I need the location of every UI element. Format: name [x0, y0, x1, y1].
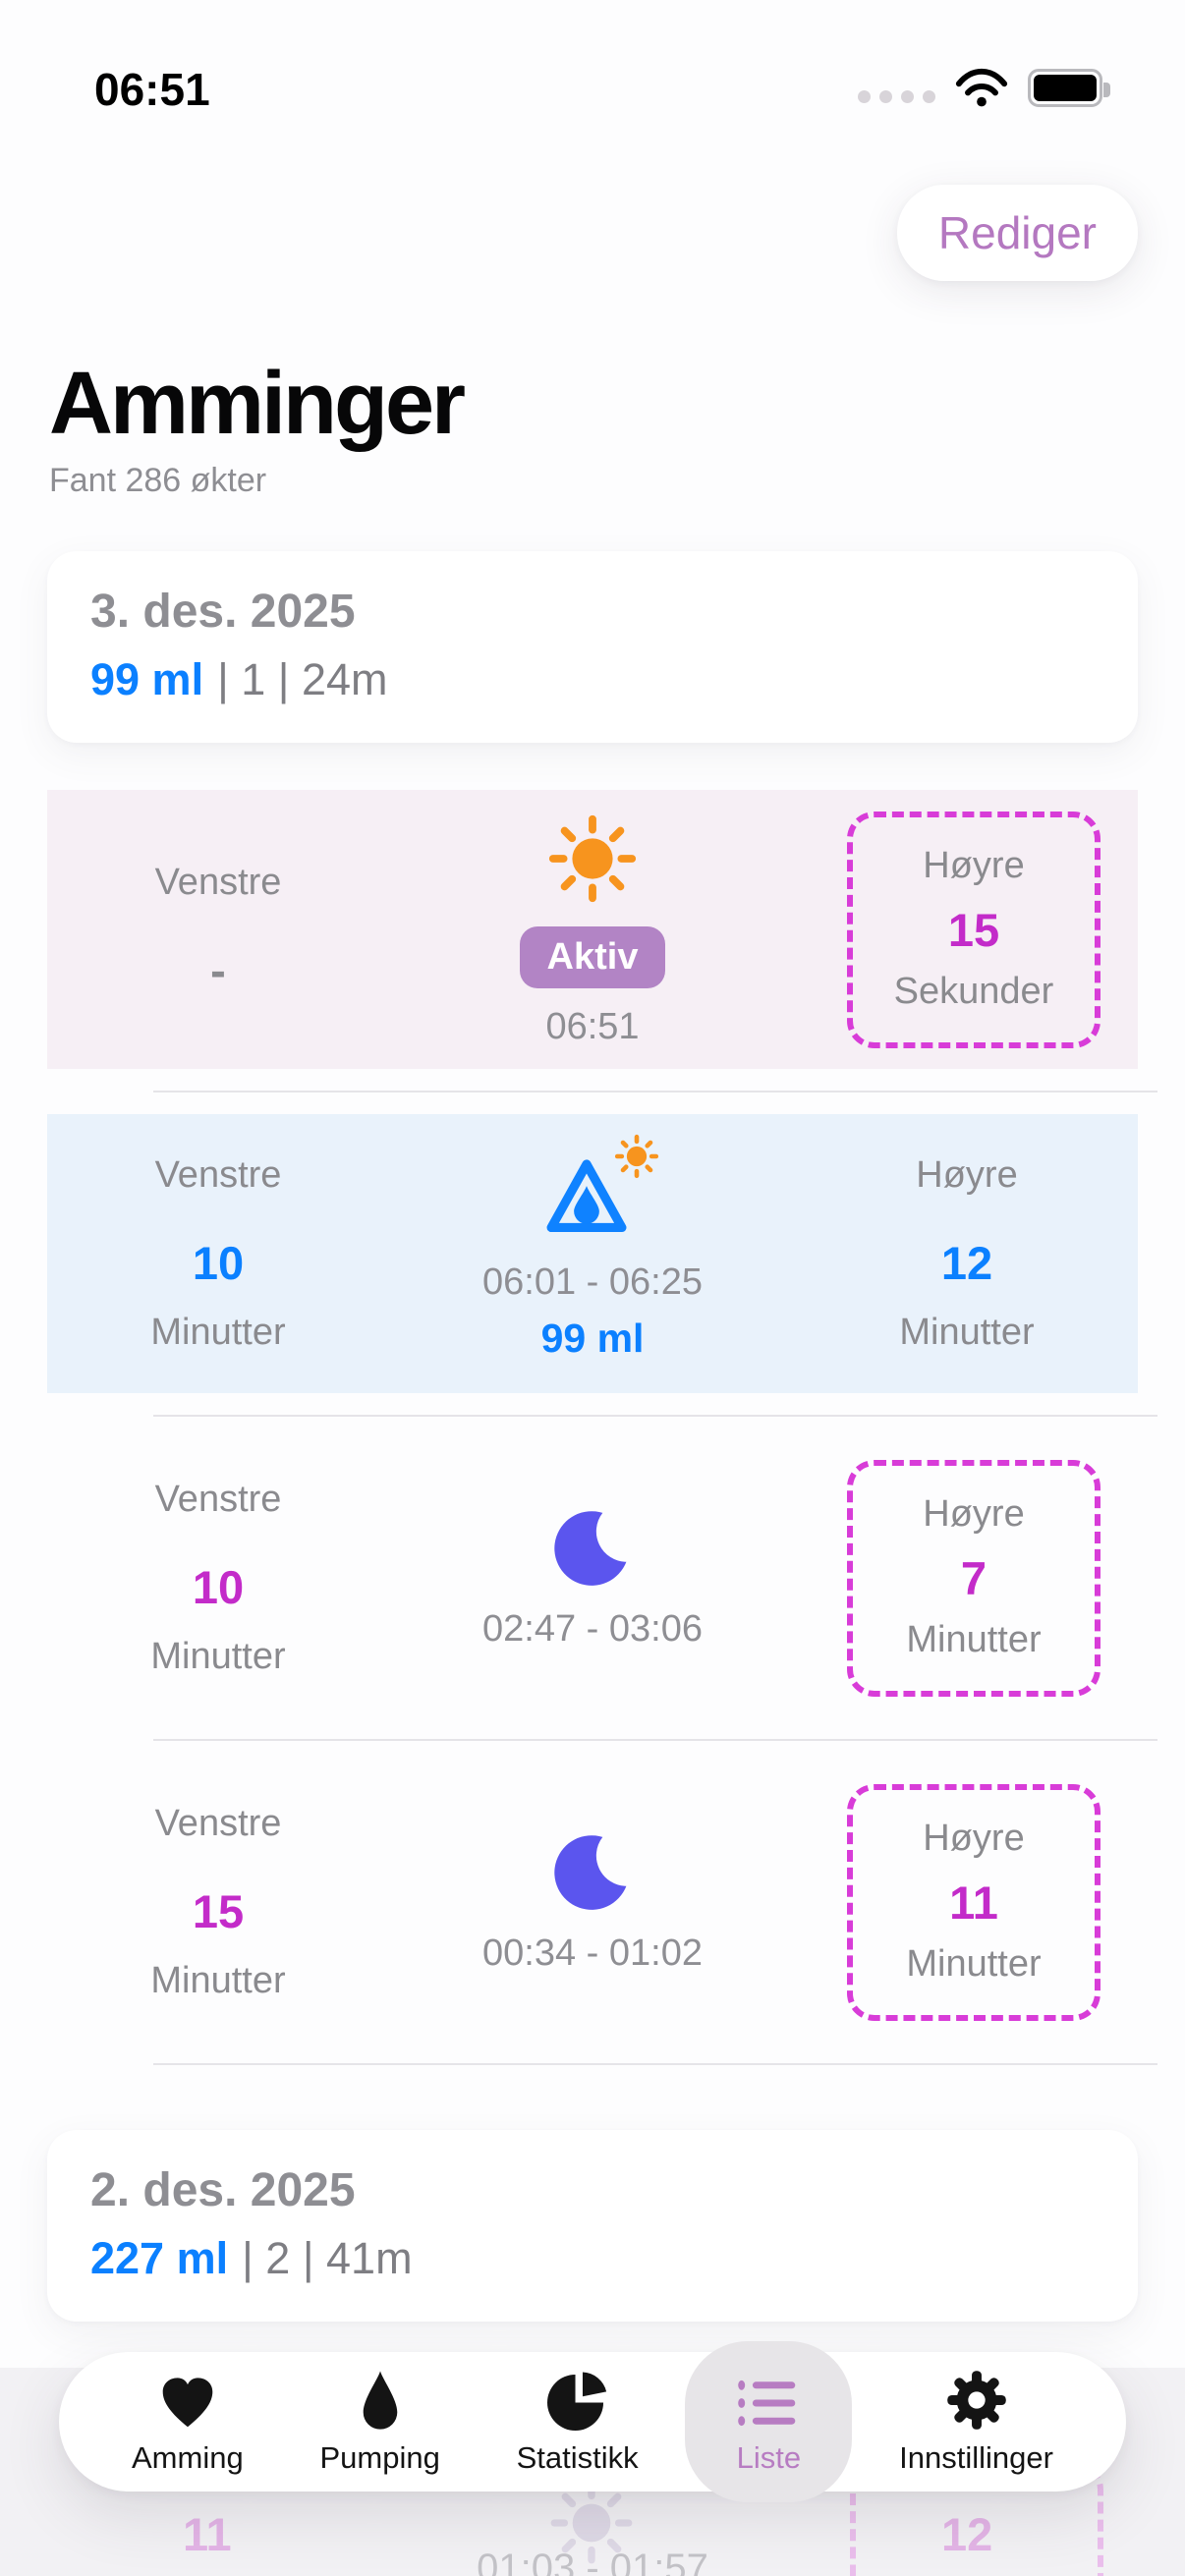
edit-button[interactable]: Rediger: [896, 185, 1138, 281]
session-center: 06:01 - 06:25 99 ml: [389, 1134, 796, 1362]
side-unit: Minutter: [906, 1942, 1042, 1985]
tab-label: Pumping: [319, 2440, 440, 2475]
tab-label: Innstillinger: [899, 2440, 1053, 2475]
session-left-side: Venstre 10 Minutter: [47, 1479, 389, 1678]
gear-icon: [946, 2368, 1007, 2431]
tab-pumping[interactable]: Pumping: [290, 2348, 469, 2495]
wifi-icon: [955, 67, 1008, 108]
row-divider: [153, 1091, 1157, 1092]
session-center: 00:34 - 01:02: [389, 1830, 796, 1975]
session-row-night[interactable]: Venstre 10 Minutter 02:47 - 03:06 Høyre …: [47, 1438, 1138, 1717]
row-divider: [153, 1415, 1157, 1417]
day-count-duration: | 1 | 24m: [217, 654, 388, 704]
side-label: Høyre: [916, 1153, 1018, 1196]
active-side-box: Høyre 15 Sekunder: [847, 811, 1100, 1048]
tab-label: Liste: [736, 2440, 802, 2475]
session-left-side: Venstre 10 Minutter: [47, 1154, 389, 1354]
page-title: Amminger: [49, 355, 466, 453]
tab-innstillinger[interactable]: Innstillinger: [870, 2348, 1083, 2495]
side-unit: Minutter: [906, 1618, 1042, 1660]
tab-statistikk[interactable]: Statistikk: [487, 2348, 668, 2495]
active-side-box: Høyre 11 Minutter: [847, 1783, 1100, 2021]
side-value: 15: [192, 1884, 245, 1937]
session-time: 06:51: [545, 1006, 640, 1047]
side-value: 15: [947, 903, 1000, 956]
side-label: Venstre: [154, 1802, 282, 1844]
moon-icon: [550, 1830, 635, 1915]
moon-icon: [550, 1506, 635, 1591]
status-time: 06:51: [94, 64, 210, 115]
session-time: 02:47 - 03:06: [482, 1607, 703, 1650]
drop-icon: [360, 2368, 401, 2431]
day-count-duration: | 2 | 41m: [242, 2233, 413, 2283]
status-bar: 06:51: [0, 57, 1185, 126]
pie-chart-icon: [546, 2368, 608, 2431]
list-icon: [736, 2368, 801, 2431]
side-label: Høyre: [923, 1492, 1025, 1535]
session-center: 02:47 - 03:06: [389, 1506, 796, 1651]
status-badge: Aktiv: [519, 926, 666, 988]
side-value: 11: [949, 1876, 998, 1929]
session-volume: 99 ml: [540, 1316, 645, 1361]
day-summary-card: 3. des. 2025 99 ml | 1 | 24m: [47, 551, 1138, 743]
day-volume: 99 ml: [90, 654, 204, 704]
day-summary-card: 2. des. 2025 227 ml | 2 | 41m: [47, 2130, 1138, 2322]
side-unit: Minutter: [150, 1959, 286, 2001]
side-unit: Minutter: [899, 1311, 1035, 1353]
row-divider: [153, 1739, 1157, 1741]
side-unit: Sekunder: [893, 970, 1054, 1012]
session-row-night[interactable]: Venstre 15 Minutter 00:34 - 01:02 Høyre …: [47, 1763, 1138, 2042]
day-date: 2. des. 2025: [90, 2164, 356, 2216]
session-right-side: Høyre 12 Minutter: [796, 1154, 1138, 1354]
row-divider: [153, 2063, 1157, 2065]
side-value: 7: [960, 1551, 988, 1604]
session-row-day[interactable]: Venstre 10 Minutter: [47, 1114, 1138, 1393]
tab-label: Statistikk: [516, 2440, 639, 2475]
day-volume: 227 ml: [90, 2233, 229, 2283]
page-subtitle: Fant 286 økter: [49, 462, 267, 499]
side-label: Høyre: [923, 1817, 1025, 1859]
faded-session-time: 01:03 - 01:57: [477, 2547, 708, 2576]
active-side-box: Høyre 7 Minutter: [847, 1459, 1100, 1697]
side-label: Venstre: [154, 1478, 282, 1520]
side-value: -: [210, 944, 226, 996]
side-label: Venstre: [154, 1153, 282, 1196]
tab-liste[interactable]: Liste: [685, 2341, 853, 2502]
battery-icon: [1028, 68, 1110, 107]
heart-icon: [157, 2368, 218, 2431]
side-value: 10: [192, 1236, 245, 1289]
tab-bar: Amming Pumping Statistikk: [59, 2341, 1126, 2502]
cellular-dots-icon: [858, 73, 935, 103]
session-left-side: Venstre -: [47, 862, 389, 997]
side-unit: Minutter: [150, 1635, 286, 1677]
day-date: 3. des. 2025: [90, 586, 356, 638]
session-center: Aktiv 06:51: [389, 811, 796, 1048]
side-value: 10: [192, 1560, 245, 1613]
session-time: 06:01 - 06:25: [482, 1261, 703, 1303]
session-time: 00:34 - 01:02: [482, 1932, 703, 1974]
sun-icon: [544, 811, 641, 907]
session-left-side: Venstre 15 Minutter: [47, 1803, 389, 2002]
side-label: Høyre: [923, 844, 1025, 886]
drop-triangle-sun-icon: [541, 1134, 659, 1244]
faded-sun-icon: [546, 2478, 637, 2573]
session-row-active[interactable]: Venstre -: [47, 790, 1138, 1069]
side-value: 12: [940, 1236, 993, 1289]
side-unit: Minutter: [150, 1311, 286, 1353]
tab-amming[interactable]: Amming: [102, 2348, 273, 2495]
side-label: Venstre: [154, 862, 282, 903]
page-header: Amminger Fant 286 økter: [0, 0, 1185, 500]
session-list: Venstre -: [0, 790, 1185, 2065]
tab-label: Amming: [132, 2440, 244, 2475]
faded-left-value: 11: [183, 2508, 232, 2560]
faded-right-value: 12: [941, 2508, 993, 2560]
